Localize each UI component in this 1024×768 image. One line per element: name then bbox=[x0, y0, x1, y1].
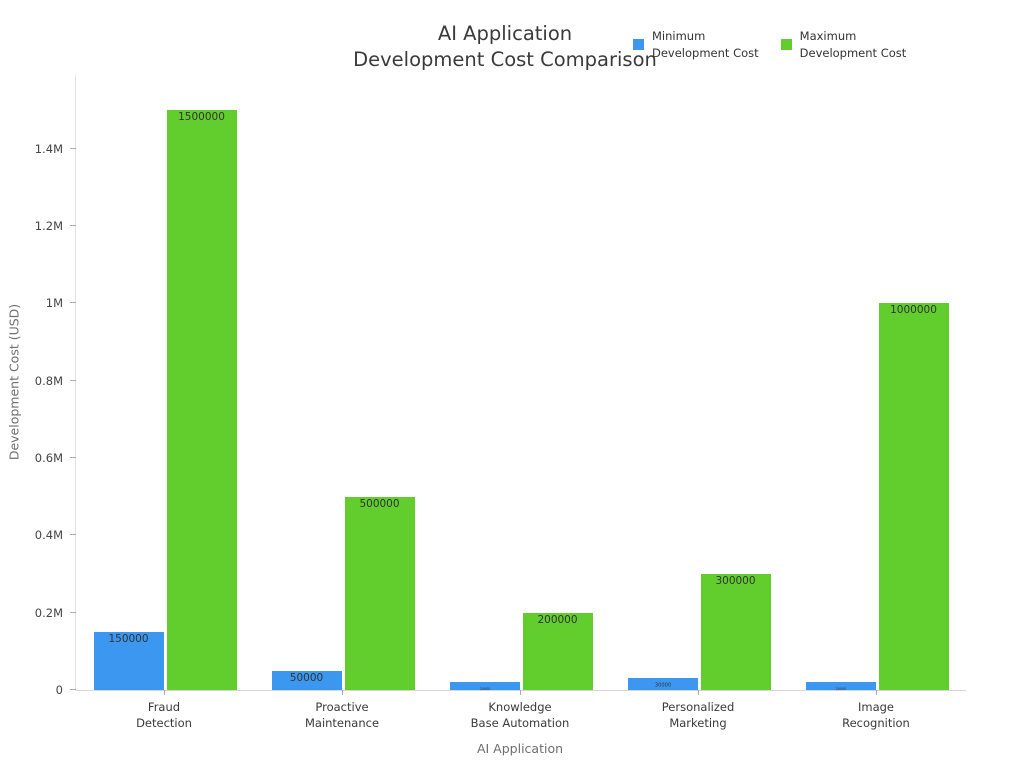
bar-value-label: 20000 bbox=[479, 687, 490, 692]
bar-value-label: 200000 bbox=[537, 613, 578, 626]
max-cost-bar: 300000 bbox=[700, 573, 771, 690]
min-cost-bar: 20000 bbox=[449, 682, 520, 692]
y-tick-mark bbox=[70, 379, 76, 381]
bar-group: 30000 300000 bbox=[610, 75, 788, 690]
y-tick-label: 0 bbox=[55, 683, 63, 697]
x-tick-mark bbox=[698, 690, 699, 695]
x-category-label: Proactive Maintenance bbox=[304, 700, 380, 731]
bar-value-label: 1500000 bbox=[178, 110, 225, 123]
legend-label: Maximum Development Cost bbox=[799, 29, 907, 60]
legend-swatch-icon bbox=[780, 39, 792, 51]
x-tick-mark bbox=[876, 690, 877, 695]
legend-item[interactable]: Maximum Development Cost bbox=[780, 28, 907, 61]
max-cost-bar: 1500000 bbox=[166, 109, 237, 690]
x-axis-labels: Fraud Detection Proactive Maintenance Know… bbox=[75, 690, 965, 731]
x-category-label: Fraud Detection bbox=[136, 700, 192, 731]
x-category: Personalized Marketing bbox=[609, 690, 787, 731]
x-category: Proactive Maintenance bbox=[253, 690, 431, 731]
plot-area: 0 0.2M 0.4M 0.6M 0.8M 1M 1.2M 1.4M 150000 1500000… bbox=[35, 75, 966, 697]
x-category-label: Personalized Marketing bbox=[661, 700, 735, 731]
y-tick-label: 1.4M bbox=[34, 141, 63, 156]
y-tick-mark bbox=[70, 302, 76, 304]
y-tick-mark bbox=[70, 611, 76, 613]
x-tick-mark bbox=[342, 690, 343, 695]
max-cost-bar: 200000 bbox=[522, 612, 593, 690]
min-cost-bar: 50000 bbox=[271, 670, 342, 690]
x-category: Image Recognition bbox=[787, 690, 965, 731]
y-tick-label: 0.2M bbox=[34, 605, 63, 620]
bar-value-label: 1000000 bbox=[890, 304, 937, 317]
x-tick-mark bbox=[164, 690, 165, 695]
y-tick-label: 0.6M bbox=[34, 450, 63, 465]
chart-title: AI Application Development Cost Comparis… bbox=[353, 22, 657, 72]
y-tick-label: 0.4M bbox=[34, 528, 63, 543]
bar-value-label: 50000 bbox=[289, 671, 324, 684]
min-cost-bar: 150000 bbox=[93, 631, 164, 690]
y-tick-mark bbox=[70, 534, 76, 536]
x-category: Fraud Detection bbox=[75, 690, 253, 731]
y-tick-label: 0.8M bbox=[34, 373, 63, 388]
y-tick-label: 1.2M bbox=[34, 218, 63, 233]
bar-value-label: 300000 bbox=[715, 574, 756, 587]
bar-group: 50000 500000 bbox=[254, 75, 432, 690]
y-tick-mark bbox=[70, 224, 76, 226]
y-tick-mark bbox=[70, 456, 76, 458]
x-category-label: Image Recognition bbox=[842, 700, 910, 731]
max-cost-bar: 1000000 bbox=[878, 303, 949, 690]
bar-value-label: 500000 bbox=[359, 497, 400, 510]
bar-group: 150000 1500000 bbox=[76, 75, 254, 690]
x-axis-title: AI Application bbox=[476, 741, 564, 756]
x-category-label: Knowledge Base Automation bbox=[470, 700, 570, 731]
legend-swatch-icon bbox=[633, 39, 644, 51]
bar-group: 20000 1000000 bbox=[788, 75, 966, 692]
bar-value-label: 150000 bbox=[108, 632, 149, 645]
legend-label: Minimum Development Cost bbox=[652, 29, 759, 60]
bar-value-label: 30000 bbox=[654, 682, 671, 689]
y-tick-mark bbox=[70, 689, 76, 690]
min-cost-bar: 30000 bbox=[627, 678, 698, 690]
legend-item[interactable]: Minimum Development Cost bbox=[633, 28, 759, 61]
max-cost-bar: 500000 bbox=[344, 496, 415, 690]
x-tick-mark bbox=[520, 690, 521, 695]
y-tick-label: 1M bbox=[45, 296, 63, 311]
legend: Minimum Development Cost Maximum Developm… bbox=[633, 28, 906, 61]
x-category: Knowledge Base Automation bbox=[431, 690, 609, 731]
min-cost-bar: 20000 bbox=[805, 682, 876, 692]
y-tick-mark bbox=[70, 147, 76, 149]
bar-group: 20000 200000 bbox=[432, 75, 610, 692]
bar-value-label: 20000 bbox=[835, 687, 846, 692]
